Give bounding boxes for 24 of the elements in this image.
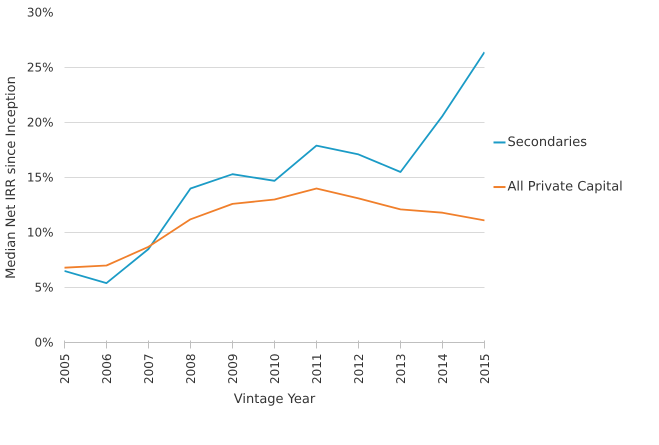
y-tick-label: 10% (26, 226, 54, 240)
x-tick-label: 2015 (478, 353, 492, 384)
x-tick-label: 2008 (184, 353, 198, 384)
x-tick-label: 2006 (100, 353, 114, 384)
x-tick-label: 2013 (394, 353, 408, 384)
x-tick-label: 2014 (436, 353, 450, 384)
x-tick-label: 2007 (142, 353, 156, 384)
x-tick-label: 2009 (226, 353, 240, 384)
x-tick-label: 2012 (352, 353, 366, 384)
y-tick-label: 15% (26, 170, 54, 184)
x-tick-label: 2010 (268, 353, 282, 384)
x-tick-label: 2011 (310, 353, 324, 384)
line-series (64, 188, 484, 269)
x-axis-title: Vintage Year (234, 392, 316, 408)
y-tick-label: 0% (34, 336, 54, 350)
y-axis-title: Median Net IRR since Inception (4, 76, 19, 279)
legend-label: Secondaries (508, 134, 588, 150)
y-tick-label: 20% (26, 116, 54, 130)
y-tick-label: 5% (34, 280, 54, 294)
line-series (64, 51, 484, 284)
legend-label: All Private Capital (508, 180, 623, 195)
y-tick-label: 25% (26, 60, 54, 74)
x-tick-label: 2005 (58, 353, 72, 384)
y-tick-label: 30% (26, 6, 54, 20)
